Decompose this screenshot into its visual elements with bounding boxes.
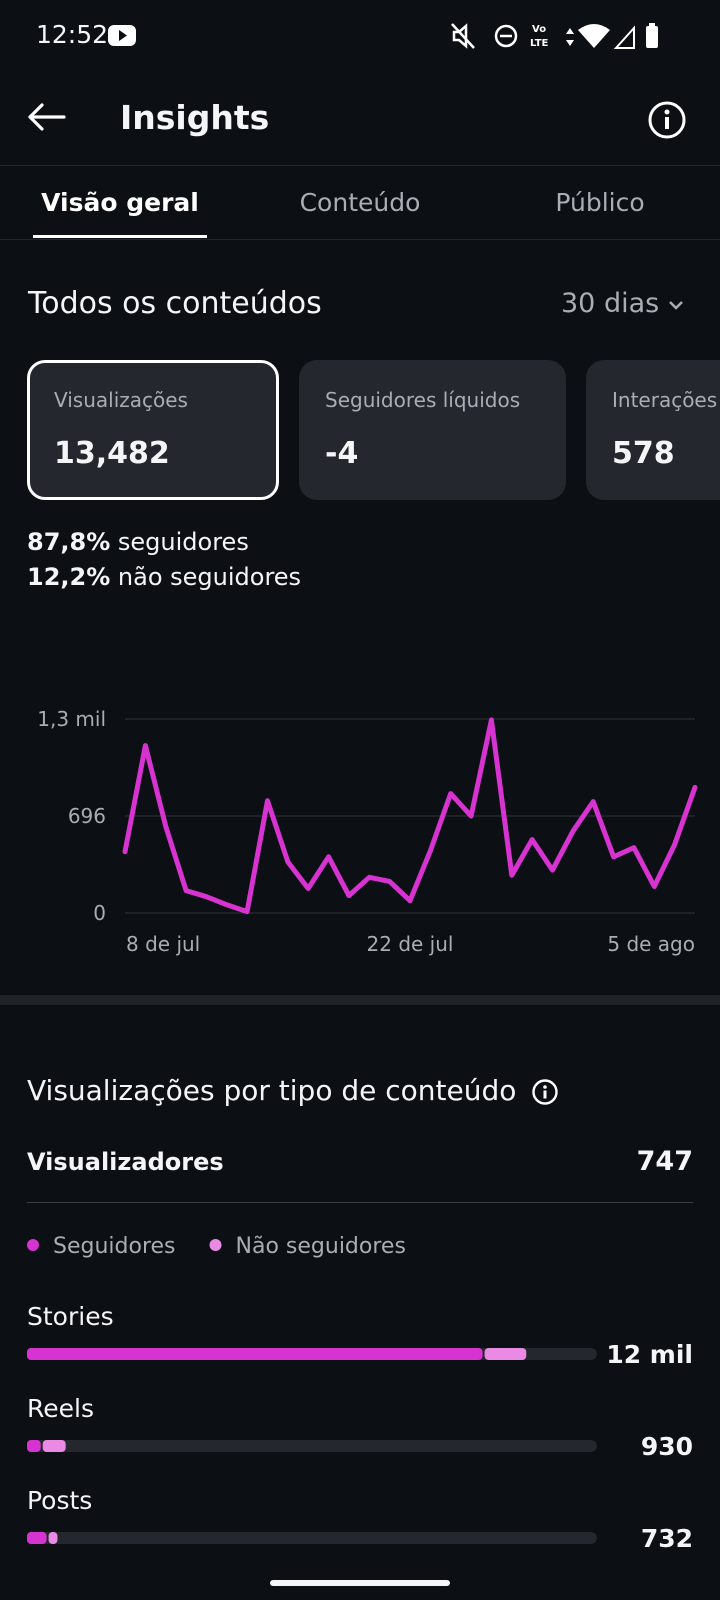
metric-card[interactable]: Visualizações 13,482 (27, 360, 279, 500)
divider (0, 165, 720, 166)
line-series (122, 717, 698, 915)
breakdown-text: seguidores (117, 528, 249, 556)
card-value: 578 (612, 436, 675, 471)
section-separator (0, 995, 720, 1005)
bar-value-label: 930 (641, 1432, 693, 1461)
y-tick-label: 1,3 mil (37, 707, 106, 731)
breakdown-line: 12,2% não seguidores (27, 563, 301, 591)
divider (27, 1202, 693, 1203)
back-button[interactable] (26, 102, 68, 132)
y-tick-label: 696 (68, 804, 106, 828)
info-icon[interactable] (531, 1078, 559, 1106)
info-button[interactable] (647, 100, 687, 140)
section-title: Visualizações por tipo de conteúdo (27, 1074, 517, 1107)
tab-indicator (33, 235, 207, 238)
line-chart: 0 696 1,3 mil 8 de jul 22 de jul 5 de ago (37, 707, 698, 956)
breakdown-line: 87,8% seguidores (27, 528, 249, 556)
bar-track (27, 1440, 597, 1452)
legend-dot (27, 1239, 39, 1251)
tab[interactable]: Conteúdo (299, 188, 421, 217)
status-icons: Vo LTE (451, 23, 658, 49)
youtube-icon (108, 25, 136, 46)
bar-segment (48, 1532, 58, 1544)
viewers-label: Visualizadores (27, 1148, 224, 1176)
breakdown-percent: 12,2% (27, 563, 111, 591)
card-label: Interações (612, 388, 718, 412)
legend-label: Não seguidores (236, 1234, 406, 1259)
x-tick-label: 5 de ago (607, 932, 695, 956)
category-label: Posts (27, 1486, 92, 1515)
bar-total (27, 1532, 58, 1544)
tab[interactable]: Público (555, 188, 645, 217)
status-time: 12:52 (36, 20, 109, 49)
bar-value-label: 12 mil (606, 1340, 693, 1369)
card-value: 13,482 (54, 436, 170, 471)
tab[interactable]: Visão geral (41, 188, 199, 217)
x-tick-label: 22 de jul (367, 932, 454, 956)
bar-segment (27, 1440, 41, 1452)
bar-segment (27, 1532, 47, 1544)
card-value: -4 (325, 436, 359, 471)
svg-text:LTE: LTE (530, 38, 549, 49)
bar-segment (42, 1440, 66, 1452)
divider (0, 239, 720, 240)
bar-value-label: 732 (641, 1524, 693, 1553)
home-indicator (270, 1580, 450, 1586)
bar-segment (27, 1348, 483, 1360)
period-selector[interactable]: 30 dias (561, 288, 660, 319)
category-label: Reels (27, 1394, 94, 1423)
svg-text:Vo: Vo (532, 24, 546, 35)
metric-card[interactable]: Seguidores líquidos -4 (299, 360, 566, 500)
page-title: Insights (120, 98, 270, 137)
chevron (669, 301, 683, 310)
breakdown-text: não seguidores (117, 563, 302, 591)
section-title: Todos os conteúdos (28, 286, 322, 321)
breakdown-percent: 87,8% (27, 528, 111, 556)
viewers-value: 747 (636, 1146, 693, 1177)
x-tick-label: 8 de jul (126, 932, 200, 956)
bar-total (27, 1348, 527, 1360)
bar-total (27, 1440, 66, 1452)
y-tick-label: 0 (93, 901, 106, 925)
bar-chart: Seguidores Não seguidores Stories 12 mil Ree… (27, 1234, 693, 1553)
bar-track (27, 1532, 597, 1544)
metric-card[interactable]: Interações 578 (586, 360, 720, 500)
category-label: Stories (27, 1302, 114, 1331)
card-label: Seguidores líquidos (325, 388, 521, 412)
card-label: Visualizações (54, 388, 188, 412)
legend-dot (209, 1239, 222, 1251)
bar-segment (484, 1348, 527, 1360)
legend-label: Seguidores (53, 1234, 176, 1259)
